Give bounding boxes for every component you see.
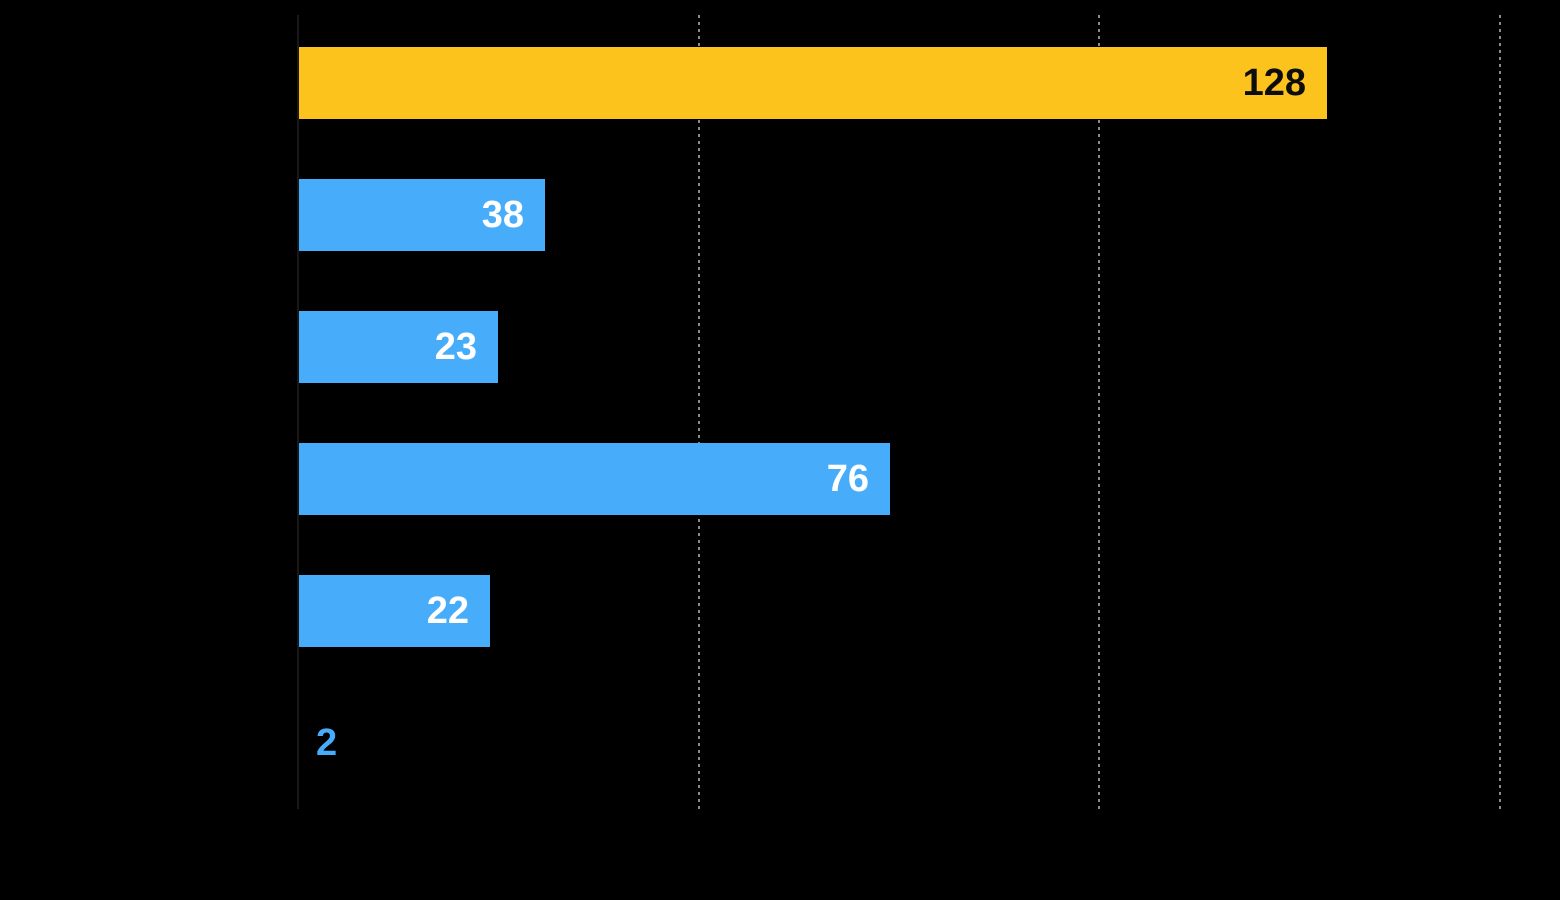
x-gridline — [698, 15, 700, 809]
bar-value-label: 128 — [1242, 62, 1306, 104]
bar[interactable] — [299, 443, 890, 515]
bar-value-label: 22 — [426, 590, 469, 632]
bar-value-label: 2 — [316, 722, 338, 764]
bar[interactable] — [299, 47, 1327, 119]
bar[interactable] — [299, 179, 545, 251]
bar-value-label: 23 — [434, 326, 477, 368]
y-axis-line — [297, 15, 299, 809]
x-gridline — [1098, 15, 1100, 809]
bar-value-label: 76 — [826, 458, 869, 500]
bar[interactable] — [299, 575, 490, 647]
x-gridline — [1499, 15, 1501, 809]
bar[interactable] — [299, 311, 498, 383]
bar-value-label: 38 — [481, 194, 524, 236]
